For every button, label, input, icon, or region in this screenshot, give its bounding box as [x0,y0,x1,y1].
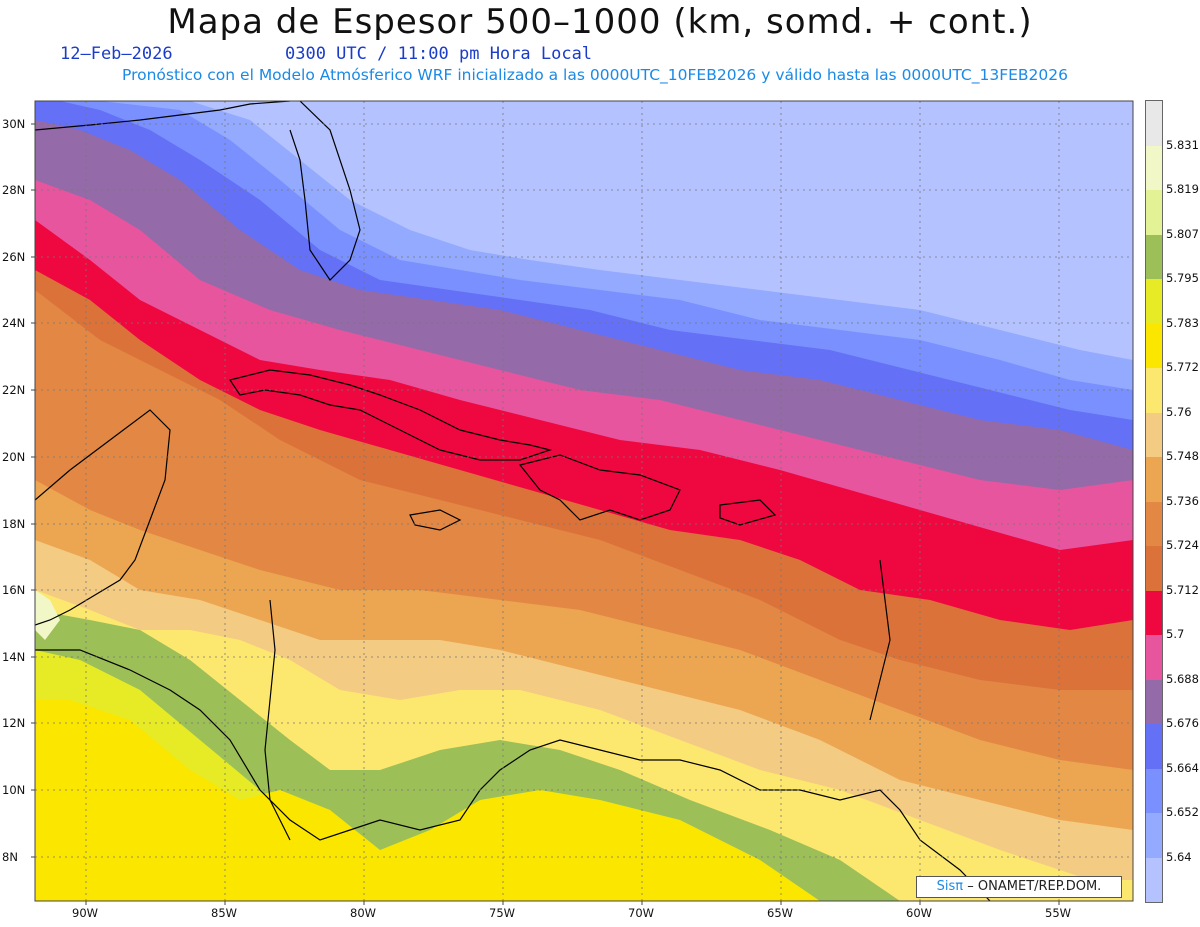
coastlines [35,101,991,901]
lat-label: 16N [2,583,26,597]
colorbar-label: 5.76 [1166,404,1192,419]
lat-label: 28N [2,183,26,197]
valid-time: 0300 UTC / 11:00 pm Hora Local [285,44,593,64]
colorbar-segment [1146,457,1162,502]
lon-label: 55W [1045,906,1072,920]
colorbar-segment [1146,190,1162,235]
lat-label: 10N [2,783,26,797]
lat-label: 14N [2,650,26,664]
contour-fills [35,101,1133,901]
colorbar-segment [1146,412,1162,457]
band-5772 [35,101,820,901]
patch-5819 [35,590,60,640]
colorbar-segment [1146,635,1162,680]
colorbar-label: 5.831 [1166,137,1199,152]
credit-box: Sisπ – ONAMET/REP.DOM. [916,876,1122,898]
colorbar-label: 5.652 [1166,805,1199,819]
colorbar-segment [1146,813,1162,858]
band-5628 [190,101,1133,360]
colorbar-segment [1146,145,1162,190]
colorbar-label: 5.772 [1166,360,1199,374]
colorbar-segment [1146,368,1162,413]
map-title: Mapa de Espesor 500–1000 (km, somd. + co… [167,2,1033,42]
colorbar-segment [1146,857,1162,902]
lon-label: 60W [906,906,933,920]
valid-date: 12–Feb–2026 [60,44,173,64]
plot-frame [34,100,1134,902]
credit-text: – ONAMET/REP.DOM. [967,879,1102,894]
colorbar-label: 5.688 [1166,671,1199,686]
lat-label: 12N [2,716,26,730]
colorbar-label: 5.819 [1166,182,1199,196]
colorbar-label: 5.795 [1166,271,1199,285]
colorbar-label: 5.783 [1166,315,1199,330]
gridlines [35,101,1133,901]
colorbar-segment [1146,234,1162,279]
lon-label: 75W [489,906,516,920]
colorbar-segment [1146,323,1162,368]
colorbar-label: 5.7 [1166,627,1185,641]
lon-label: 90W [72,906,99,920]
colorbar-segment [1146,724,1162,769]
lon-label: 85W [211,906,238,920]
axis-ticks [31,123,1060,905]
lat-label: 8N [2,850,18,864]
lon-label: 80W [350,906,377,920]
colorbar [1145,100,1163,903]
colorbar-label: 5.807 [1166,226,1199,241]
lon-label: 65W [767,906,794,920]
colorbar-label: 5.64 [1166,849,1192,864]
colorbar-label: 5.724 [1166,538,1199,552]
lat-label: 18N [2,517,26,531]
colorbar-label: 5.676 [1166,716,1199,730]
colorbar-segment [1146,768,1162,813]
colorbar-segment [1146,279,1162,324]
colorbar-segment [1146,546,1162,591]
lat-label: 26N [2,250,26,264]
colorbar-segment [1146,590,1162,635]
lat-label: 24N [2,316,26,330]
colorbar-segment [1146,679,1162,724]
credit-brand: Sisπ [936,879,964,894]
colorbar-segment [1146,101,1162,146]
forecast-info: Pronóstico con el Modelo Atmósferico WRF… [122,66,1068,84]
colorbar-label: 5.664 [1166,760,1199,775]
lat-label: 30N [2,117,26,131]
lat-label: 20N [2,450,26,464]
lat-label: 22N [2,383,26,397]
colorbar-label: 5.712 [1166,582,1199,597]
colorbar-label: 5.748 [1166,449,1199,463]
colorbar-label: 5.736 [1166,493,1199,508]
lon-label: 70W [628,906,655,920]
colorbar-segment [1146,501,1162,546]
